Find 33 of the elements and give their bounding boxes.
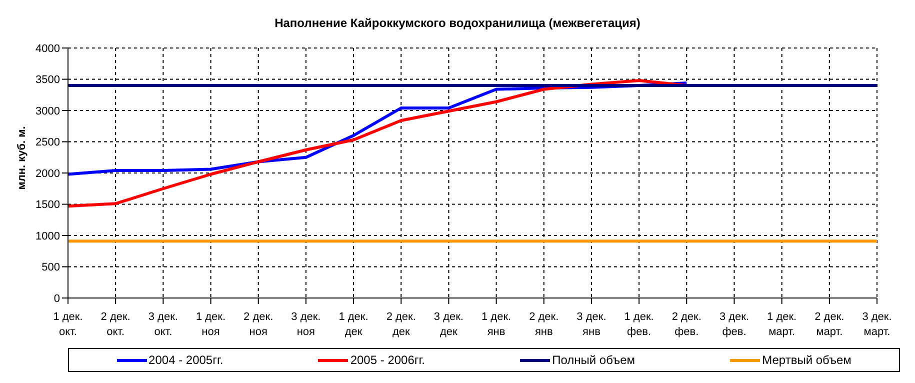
x-tick-label: 2 дек. фев.: [672, 311, 702, 338]
x-tick-label: 1 дек. март.: [767, 311, 797, 338]
x-tick-label: 1 дек. янв: [481, 311, 512, 338]
legend-label: 2004 - 2005гг.: [148, 353, 224, 367]
y-tick-label: 0: [54, 292, 60, 305]
y-tick-label: 4000: [36, 42, 60, 55]
y-tick-label: 2500: [36, 136, 60, 149]
x-tick-label: 2 дек. окт.: [100, 311, 130, 338]
x-tick-label: 2 дек. ноя: [244, 311, 274, 338]
x-tick-label: 3 дек. фев.: [719, 311, 750, 338]
x-tick-label: 2 дек. дек: [386, 311, 416, 338]
legend-label: Полный объем: [551, 353, 636, 367]
y-tick-label: 500: [42, 262, 60, 274]
y-tick-label: 1000: [36, 230, 60, 242]
x-tick-label: 3 дек. март.: [862, 311, 892, 338]
x-tick-label: 2 дек. янв: [529, 311, 559, 338]
x-tick-label: 1 дек. фев.: [624, 311, 654, 338]
legend-label: Мертвый объем: [761, 353, 852, 367]
x-tick-label: 3 дек. янв: [576, 311, 606, 338]
x-tick-label: 2 дек. март.: [814, 311, 844, 338]
y-tick-label: 2000: [36, 168, 60, 180]
y-tick-label: 1500: [36, 199, 60, 212]
y-tick-label: 3000: [36, 105, 60, 118]
x-tick-label: 3 дек. окт.: [148, 311, 178, 338]
x-tick-label: 1 дек. ноя: [196, 311, 226, 338]
legend-label: 2005 - 2006гг.: [349, 353, 426, 367]
x-tick-label: 3 дек. ноя: [291, 311, 321, 338]
y-tick-label: 3500: [36, 74, 60, 86]
y-axis-title: млн. куб. м.: [16, 126, 28, 190]
x-tick-label: 1 дек. окт.: [53, 311, 83, 338]
chart-title: Наполнение Кайроккумского водохранилища (межвегетация): [274, 16, 642, 30]
x-tick-label: 1 дек. дек: [338, 311, 368, 338]
x-tick-label: 3 дек. дек: [434, 311, 464, 338]
